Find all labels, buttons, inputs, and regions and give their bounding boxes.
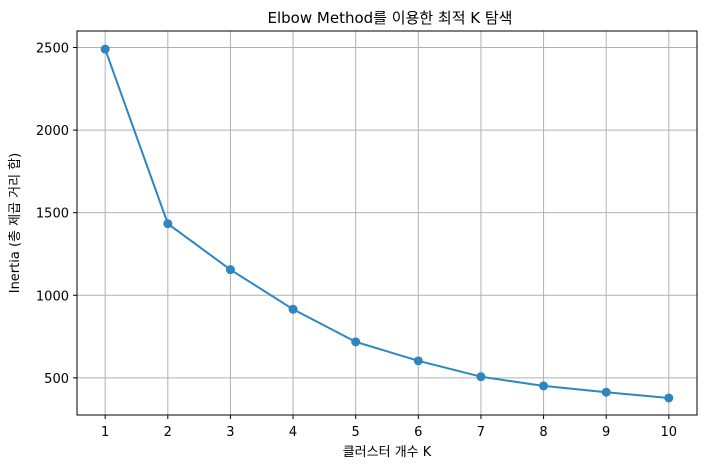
y-tick-label: 2000 xyxy=(36,124,69,139)
x-tick-label: 7 xyxy=(477,425,485,440)
y-tick-label: 1500 xyxy=(36,207,69,222)
x-tick-label: 5 xyxy=(352,425,360,440)
data-point xyxy=(351,337,361,347)
data-point xyxy=(601,387,611,397)
data-point xyxy=(163,219,173,229)
x-tick-label: 2 xyxy=(164,425,172,440)
data-point xyxy=(225,265,235,275)
y-tick-label: 500 xyxy=(44,372,69,387)
chart-title: Elbow Method를 이용한 최적 K 탐색 xyxy=(268,9,513,27)
x-tick-label: 8 xyxy=(539,425,547,440)
x-tick-label: 1 xyxy=(101,425,109,440)
data-point xyxy=(539,381,549,391)
data-point xyxy=(288,304,298,314)
x-tick-label: 10 xyxy=(661,425,678,440)
x-axis-title: 클러스터 개수 K xyxy=(343,445,432,460)
y-axis-title: Inertia (총 제곱 거리 합) xyxy=(8,153,23,294)
data-point xyxy=(476,372,486,382)
axis-ticks: 1 2 3 4 5 6 7 8 9 10 500 1000 1500 2000 2500 xyxy=(36,42,677,440)
plot-frame xyxy=(76,30,698,416)
data-point xyxy=(413,356,423,366)
x-tick-label: 4 xyxy=(289,425,297,440)
x-tick-label: 6 xyxy=(414,425,422,440)
data-point xyxy=(664,393,674,403)
series-line xyxy=(104,48,669,399)
series-layer xyxy=(100,44,674,403)
x-tick-label: 9 xyxy=(602,425,610,440)
grid xyxy=(77,31,697,415)
x-tick-label: 3 xyxy=(226,425,234,440)
y-tick-label: 1000 xyxy=(36,289,69,304)
data-point xyxy=(100,44,110,54)
y-tick-label: 2500 xyxy=(36,42,69,57)
